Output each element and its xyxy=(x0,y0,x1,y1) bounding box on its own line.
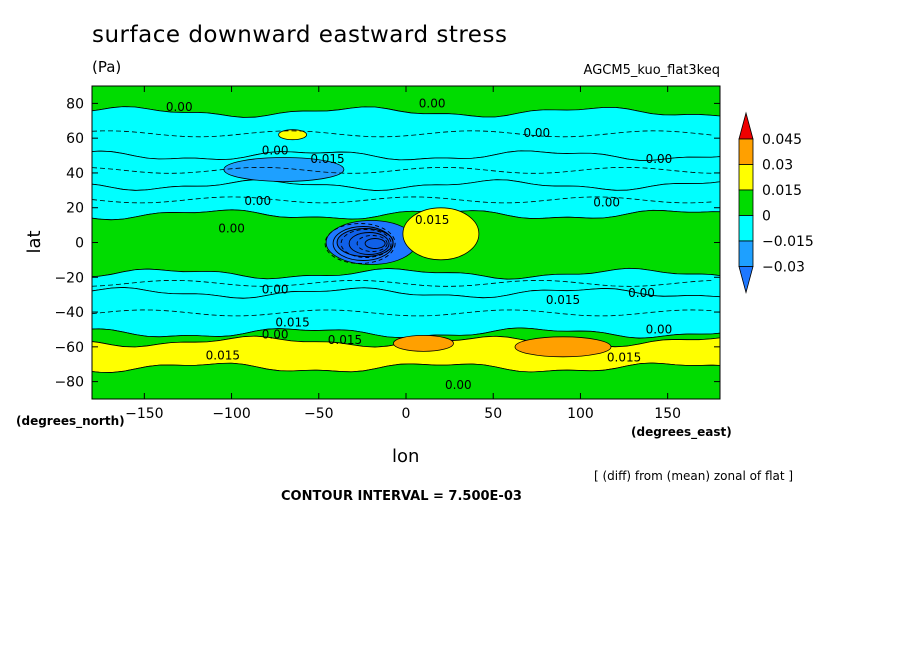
zonal-band xyxy=(92,362,720,399)
contour-label: 0.00 xyxy=(646,152,673,166)
x-tick-label: 100 xyxy=(567,406,594,422)
contour-label: 0.015 xyxy=(206,349,240,363)
contour-label: 0.015 xyxy=(328,333,362,347)
colorbar-label: −0.03 xyxy=(762,260,805,276)
contour-label: 0.00 xyxy=(628,286,655,300)
colorbar-swatch xyxy=(738,240,754,267)
y-tick-label: 60 xyxy=(66,131,84,147)
contour-feature xyxy=(402,207,480,261)
colorbar-swatch xyxy=(738,215,754,242)
chart-title: surface downward eastward stress xyxy=(92,22,508,48)
colorbar-swatch xyxy=(738,189,754,216)
colorbar-cap xyxy=(738,266,754,295)
colorbar-label: −0.015 xyxy=(762,234,814,250)
x-axis: −150 −100 −50 0 50 100 150 xyxy=(125,86,681,422)
contour-label: 0.00 xyxy=(244,194,271,208)
contour-label: 0.015 xyxy=(310,152,344,166)
x-tick-label: −100 xyxy=(212,406,250,422)
contour-label: 0.00 xyxy=(166,100,193,114)
y-tick-label: −20 xyxy=(54,270,84,286)
y-tick-label: −60 xyxy=(54,340,84,356)
colorbar-label: 0.03 xyxy=(762,158,793,174)
x-tick-label: 0 xyxy=(402,406,411,422)
contour-lines xyxy=(92,130,713,317)
contour-feature xyxy=(514,336,612,358)
contour-label: 0.00 xyxy=(218,222,245,236)
colorbar-label: 0.045 xyxy=(762,132,802,148)
contour-label: 0.00 xyxy=(419,96,446,110)
contour-label: 0.00 xyxy=(646,322,673,336)
chart-units: (Pa) xyxy=(92,58,122,76)
y-tick-label: −80 xyxy=(54,375,84,391)
contour-interval: CONTOUR INTERVAL = 7.500E-03 xyxy=(281,489,522,504)
colorbar-label: 0 xyxy=(762,209,771,225)
y-tick-label: −40 xyxy=(54,305,84,321)
contour-line xyxy=(348,232,390,255)
contour-feature xyxy=(393,334,454,352)
contour-line xyxy=(332,226,394,261)
contour-label: 0.00 xyxy=(262,282,289,296)
contour-line xyxy=(356,235,388,252)
contour-feature xyxy=(278,129,308,141)
contour-line xyxy=(340,229,392,258)
contour-label: 0.015 xyxy=(607,350,641,364)
y-tick-label: 0 xyxy=(75,236,84,252)
contour-label: 0.00 xyxy=(262,328,289,342)
y-axis-label: lat xyxy=(24,230,45,253)
colorbar-swatch xyxy=(738,164,754,191)
contour-label: 0.015 xyxy=(415,213,449,227)
y-axis-units: (degrees_north) xyxy=(16,414,125,428)
colorbar: 0.045 0.03 0.015 0 −0.015 −0.03 xyxy=(738,111,814,295)
x-tick-label: −50 xyxy=(304,406,334,422)
plot-area xyxy=(92,86,720,399)
x-tick-label: 50 xyxy=(484,406,502,422)
colorbar-label: 0.015 xyxy=(762,183,802,199)
contour-label: 0.015 xyxy=(546,293,580,307)
contour-line xyxy=(324,223,396,264)
zonal-band xyxy=(92,106,720,161)
contour-label: 0.00 xyxy=(262,143,289,157)
contour-label: 0.015 xyxy=(275,315,309,329)
colorbar-cap xyxy=(738,111,754,140)
contour-label: 0.00 xyxy=(445,378,472,392)
x-tick-label: −150 xyxy=(125,406,163,422)
colorbar-swatch xyxy=(738,138,754,165)
contour-line xyxy=(364,238,386,249)
y-tick-label: 20 xyxy=(66,201,84,217)
contour-label: 0.00 xyxy=(593,196,620,210)
contour-label: 0.00 xyxy=(523,126,550,140)
diff-note: [ (diff) from (mean) zonal of flat ] xyxy=(594,469,794,483)
y-axis: 80 60 40 20 0 −20 −40 −60 −80 xyxy=(54,96,720,391)
contour-labels: 0.00 0.000.000.000.015 0.000.00 0.000.0150.… xyxy=(166,96,672,392)
dataset-name: AGCM5_kuo_flat3keq xyxy=(583,63,720,78)
x-tick-label: 150 xyxy=(654,406,681,422)
y-tick-label: 40 xyxy=(66,166,84,182)
y-tick-label: 80 xyxy=(66,96,84,112)
x-axis-units: (degrees_east) xyxy=(631,425,732,439)
x-axis-label: lon xyxy=(392,446,420,467)
